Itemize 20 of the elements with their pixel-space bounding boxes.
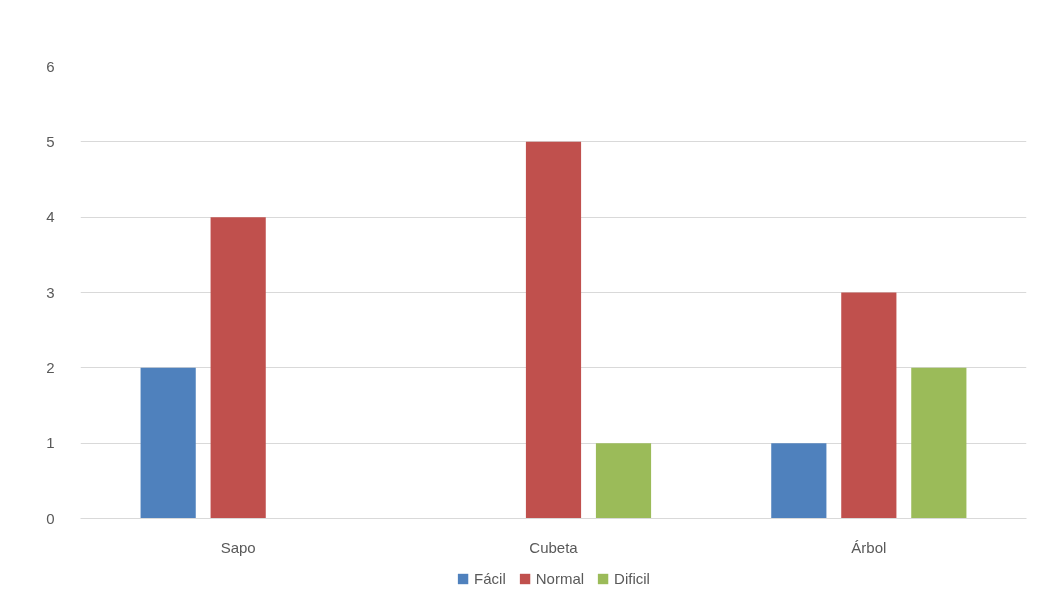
bar bbox=[210, 217, 266, 519]
y-tick-label: 3 bbox=[46, 283, 55, 301]
bar bbox=[595, 443, 652, 519]
x-tick-label: Sapo bbox=[220, 538, 256, 556]
bar bbox=[525, 141, 582, 519]
y-tick-label: 1 bbox=[46, 434, 55, 452]
y-tick-label: 4 bbox=[46, 208, 55, 226]
bar bbox=[771, 443, 827, 519]
y-tick-label: 2 bbox=[46, 358, 55, 376]
x-tick-label: Cubeta bbox=[529, 538, 579, 556]
y-tick-label: 5 bbox=[46, 132, 55, 150]
legend-label: Fácil bbox=[474, 570, 506, 587]
y-tick-label: 6 bbox=[46, 57, 55, 75]
bar bbox=[911, 367, 967, 519]
x-tick-label: Árbol bbox=[851, 538, 887, 556]
legend-label: Normal bbox=[535, 570, 585, 587]
legend-label: Dificil bbox=[614, 570, 650, 587]
bar bbox=[140, 367, 196, 519]
y-tick-label: 0 bbox=[46, 509, 55, 527]
bar bbox=[841, 292, 897, 519]
